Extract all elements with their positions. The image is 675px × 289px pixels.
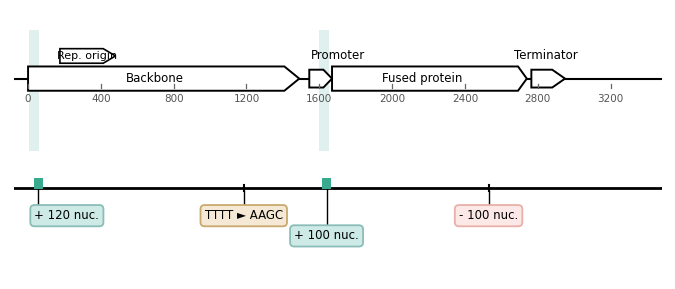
Text: 0: 0 [25,94,31,104]
Text: + 120 nuc.: + 120 nuc. [34,209,99,222]
Bar [322,178,331,189]
Text: 400: 400 [91,94,111,104]
Text: 1200: 1200 [234,94,260,104]
Bar [28,30,38,151]
Text: 1600: 1600 [306,94,332,104]
Text: + 100 nuc.: + 100 nuc. [294,229,359,242]
Bar [319,30,329,151]
Text: 800: 800 [164,94,184,104]
Text: 2800: 2800 [524,94,551,104]
Text: Backbone: Backbone [126,72,184,85]
Text: Terminator: Terminator [514,49,578,62]
Polygon shape [531,70,565,88]
Text: Rep. origin: Rep. origin [57,51,117,61]
Polygon shape [332,66,526,91]
Text: 2000: 2000 [379,94,405,104]
Text: TTTT ► AAGC: TTTT ► AAGC [205,209,283,222]
Text: - 100 nuc.: - 100 nuc. [459,209,518,222]
Bar [34,178,43,189]
Text: 3200: 3200 [597,94,624,104]
Text: Promoter: Promoter [311,49,365,62]
Polygon shape [28,66,299,91]
Text: Fused protein: Fused protein [382,72,462,85]
Text: 2400: 2400 [452,94,478,104]
Polygon shape [309,70,332,88]
Polygon shape [60,49,115,63]
